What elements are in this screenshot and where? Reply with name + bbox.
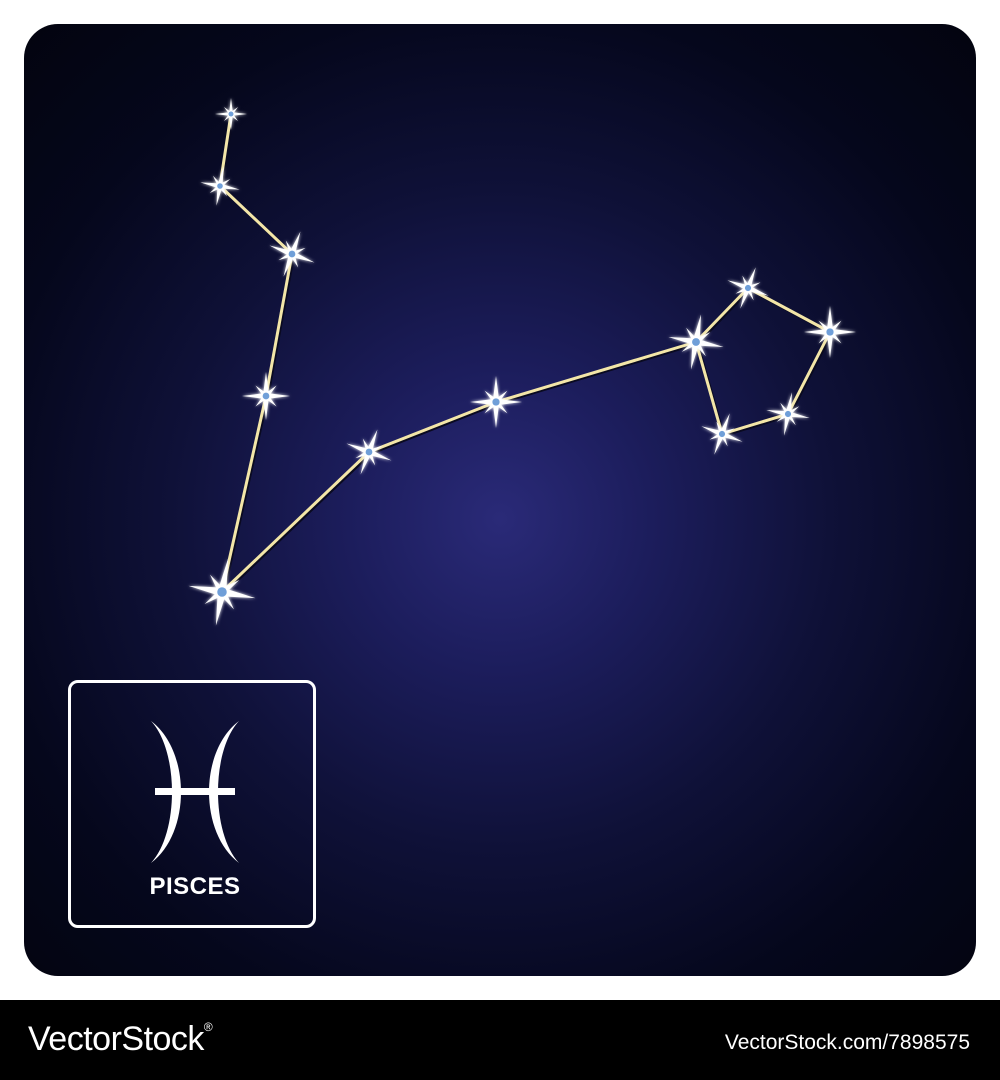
constellation-line	[694, 286, 750, 344]
constellation-lines	[218, 113, 833, 595]
constellation-line-shadow	[723, 414, 790, 437]
constellation-line	[747, 286, 831, 334]
constellation-line-shadow	[222, 397, 269, 594]
constellation-line-shadow	[497, 342, 698, 405]
star-icon	[701, 413, 743, 455]
constellation-line	[495, 340, 697, 404]
brand-logo: VectorStock®	[28, 1020, 213, 1059]
star-icon	[242, 372, 290, 420]
constellation-line	[721, 412, 789, 436]
constellation-line	[694, 341, 724, 435]
constellation-line	[368, 400, 497, 454]
watermark-footer: VectorStock® VectorStock.com/7898575	[0, 1000, 1000, 1080]
brand-name: VectorStock	[28, 1020, 204, 1058]
star-icon	[188, 558, 256, 626]
constellation-line	[220, 450, 371, 594]
constellation-line-shadow	[369, 402, 499, 455]
star-icon	[470, 376, 522, 428]
constellation-line	[264, 253, 294, 397]
star-icon	[346, 429, 392, 475]
star-icon	[727, 267, 769, 309]
constellation-line-shadow	[266, 255, 295, 398]
constellation-line	[220, 395, 268, 593]
zodiac-sign-box: PISCES	[68, 680, 316, 928]
constellation-card: PISCES	[24, 24, 976, 976]
constellation-line	[218, 184, 294, 256]
star-icon	[766, 392, 810, 436]
star-icon	[200, 166, 240, 206]
constellation-line-shadow	[220, 115, 234, 188]
pisces-symbol-icon	[151, 721, 239, 863]
constellation-stars	[188, 98, 856, 626]
constellation-line	[786, 331, 832, 415]
constellation-line-shadow	[222, 452, 372, 595]
image-url: VectorStock.com/7898575	[724, 1031, 970, 1054]
constellation-line-shadow	[788, 332, 833, 417]
constellation-diagram	[188, 98, 856, 626]
star-icon	[668, 314, 724, 370]
star-icon	[215, 98, 247, 130]
sign-label: PISCES	[149, 873, 241, 900]
star-icon	[804, 306, 856, 358]
brand-mark: ®	[203, 1020, 213, 1034]
star-icon	[269, 231, 315, 277]
